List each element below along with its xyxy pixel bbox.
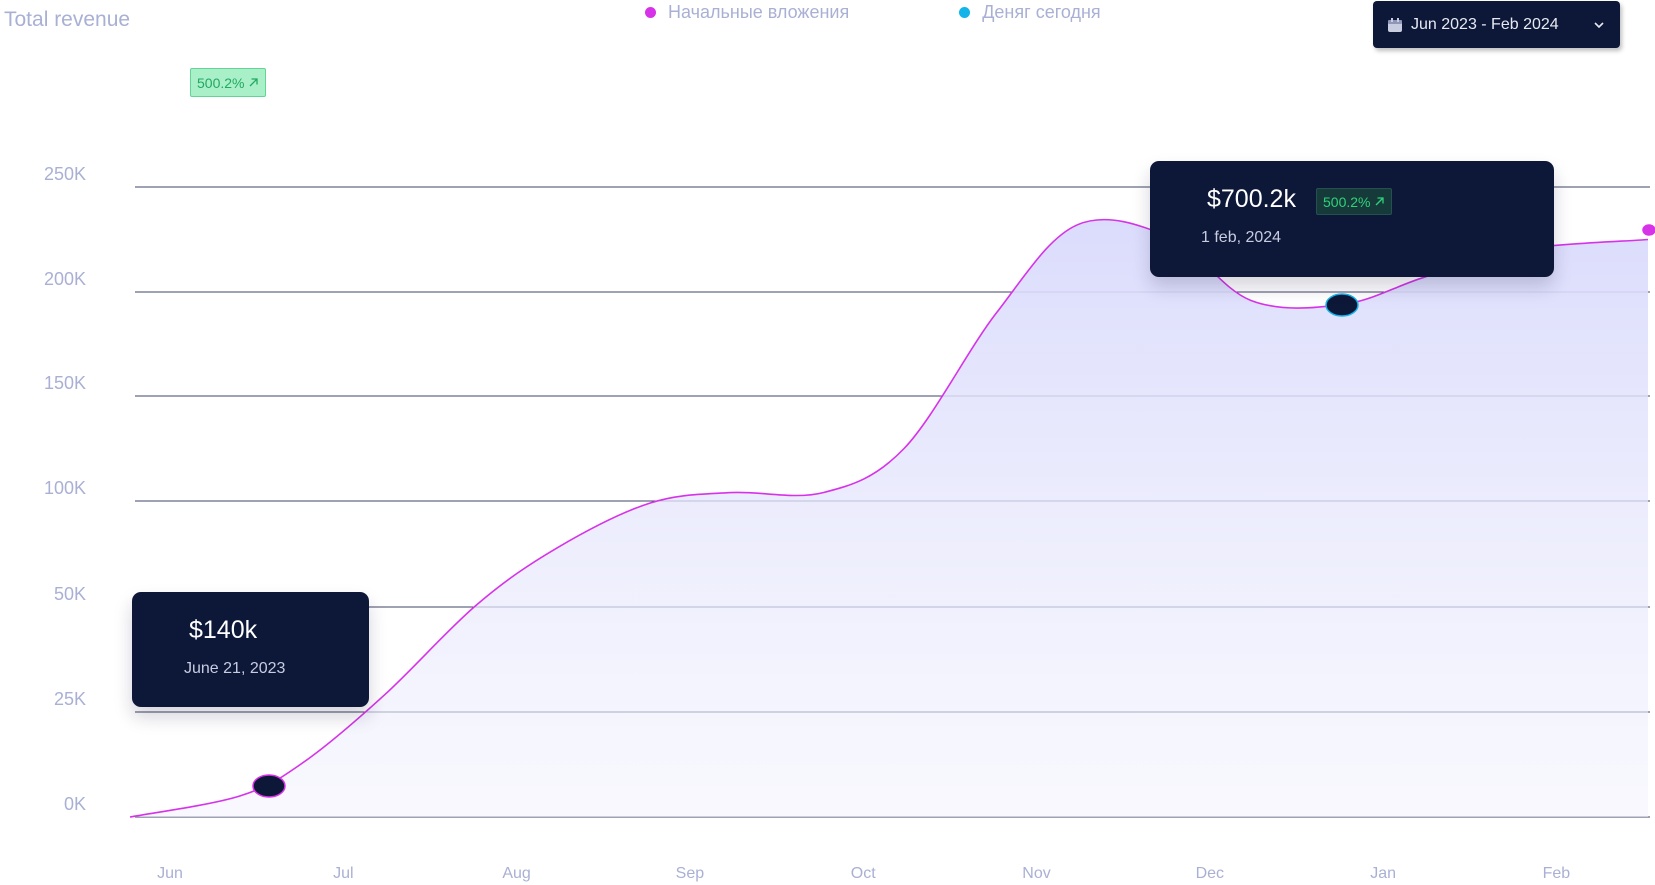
change-badge: 500.2%	[190, 68, 267, 97]
chart-title: Total revenue	[4, 8, 131, 31]
change-badge-label: 500.2%	[197, 74, 245, 91]
y-tick-label: 100K	[44, 478, 86, 498]
date-range-picker[interactable]: Jun 2023 - Feb 2024	[1373, 1, 1620, 48]
arrow-up-right-icon	[1376, 197, 1385, 206]
legend: Начальные вложения Деняг сегодня	[645, 2, 1101, 23]
legend-item-initial[interactable]: Начальные вложения	[645, 2, 849, 23]
tooltip-change-label: 500.2%	[1323, 193, 1371, 210]
tooltip-feb: $700.2k 500.2% 1 feb, 2024	[1150, 161, 1554, 277]
y-tick-label: 150K	[44, 373, 86, 393]
date-range-label: Jun 2023 - Feb 2024	[1411, 15, 1559, 33]
y-tick-label: 200K	[44, 269, 86, 289]
tooltip-date: 1 feb, 2024	[1201, 229, 1282, 246]
legend-label-today: Деняг сегодня	[982, 2, 1101, 22]
legend-dot-icon	[645, 7, 656, 18]
legend-dot-icon	[959, 7, 971, 18]
legend-label-initial: Начальные вложения	[668, 2, 850, 22]
x-tick-label: Jul	[333, 865, 353, 882]
tooltip-june: $140k June 21, 2023	[132, 592, 369, 707]
x-tick-label: Jun	[157, 865, 183, 882]
tooltip-change-badge: 500.2%	[1316, 188, 1393, 215]
x-tick-label: Oct	[851, 865, 876, 882]
chevron-down-icon	[1594, 21, 1604, 28]
data-point-marker[interactable]	[252, 774, 286, 798]
tooltip-value: $700.2k	[1207, 185, 1296, 213]
y-tick-label: 0K	[64, 794, 86, 814]
tooltip-value: $140k	[189, 616, 258, 644]
y-tick-label: 250K	[44, 164, 86, 184]
series-area-initial	[130, 219, 1648, 818]
arrow-up-right-icon	[250, 78, 259, 87]
x-tick-label: Sep	[676, 865, 705, 882]
y-tick-label: 50K	[54, 584, 86, 604]
data-point-marker[interactable]	[1325, 293, 1359, 317]
x-tick-label: Dec	[1196, 865, 1224, 882]
legend-item-today[interactable]: Деняг сегодня	[959, 2, 1101, 23]
x-tick-label: Aug	[502, 865, 530, 882]
data-point-marker[interactable]	[1642, 224, 1655, 236]
x-tick-label: Jan	[1370, 865, 1396, 882]
x-tick-label: Nov	[1022, 865, 1050, 882]
calendar-icon	[1388, 17, 1402, 32]
tooltip-date: June 21, 2023	[184, 660, 286, 677]
y-tick-label: 25K	[54, 689, 86, 709]
x-tick-label: Feb	[1543, 865, 1571, 882]
